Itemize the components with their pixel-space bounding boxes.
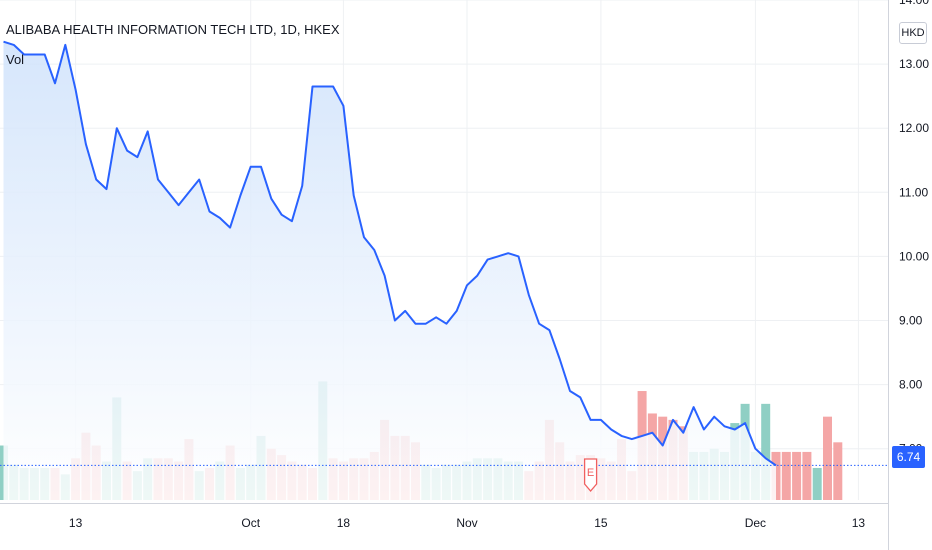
volume-bar [781,451,791,500]
earnings-marker-label: E [587,467,594,479]
volume-bar [823,416,832,500]
volume-bar [792,451,802,500]
x-tick-label: 13 [852,516,866,530]
x-tick-label: 15 [594,516,608,530]
volume-bar [812,467,822,500]
price-area [3,41,776,500]
y-tick-label: 13.00 [899,57,929,71]
y-tick-label: 14.00 [899,0,929,7]
volume-indicator-label[interactable]: Vol [6,52,25,67]
price-line [3,40,777,467]
y-tick-label: 9.00 [899,314,923,328]
x-tick-label: Dec [745,516,766,530]
chart-title: ALIBABA HEALTH INFORMATION TECH LTD, 1D,… [6,22,340,37]
x-tick-label: 13 [69,516,83,530]
y-tick-label: 8.00 [899,378,923,392]
currency-badge[interactable]: HKD [899,22,927,44]
y-tick-label: 10.00 [899,249,929,263]
x-tick-label: Nov [456,516,477,530]
volume-bar [761,403,771,500]
last-price-tag: 6.74 [892,446,925,468]
y-tick-label: 11.00 [899,185,928,199]
volume-bar [802,451,812,500]
y-tick-label: 12.00 [899,121,929,135]
x-tick-label: Oct [241,516,260,530]
volume-bar [833,442,843,500]
earnings-marker [583,458,598,492]
x-tick-label: 18 [337,516,351,530]
